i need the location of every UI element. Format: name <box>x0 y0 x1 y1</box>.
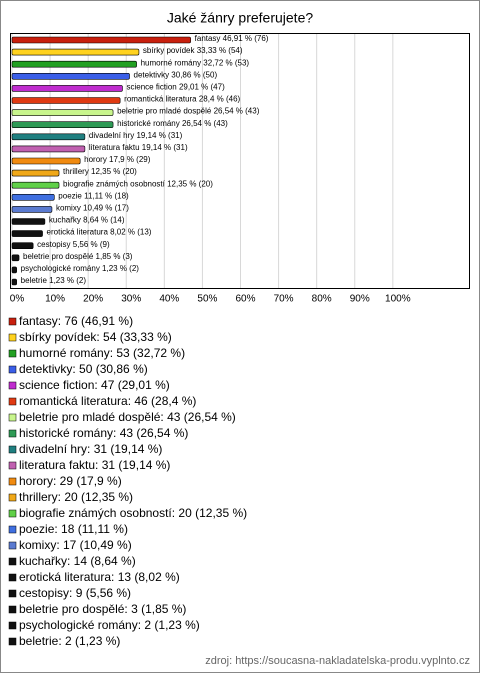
data-label: beletrie pro mladé dospělé 26,54 % (43) <box>117 107 260 116</box>
data-label: psychologické romány 1,23 % (2) <box>21 264 140 273</box>
x-tick-label: 50% <box>197 294 217 305</box>
bar <box>11 194 55 201</box>
chart-title: Jaké žánry preferujete? <box>167 10 314 26</box>
legend-label: cestopisy: 9 (5,56 %) <box>19 586 131 600</box>
legend-swatch <box>8 333 17 342</box>
legend-swatch <box>8 621 17 630</box>
bar <box>11 48 140 56</box>
legend-swatch <box>8 365 17 374</box>
bar <box>11 230 43 237</box>
legend-swatch <box>8 493 17 502</box>
bar <box>11 278 17 286</box>
legend-label: science fiction: 47 (29,01 %) <box>19 378 170 392</box>
legend-label: thrillery: 20 (12,35 %) <box>19 490 133 504</box>
legend-label: psychologické romány: 2 (1,23 %) <box>19 618 200 632</box>
data-label: humorné romány 32,72 % (53) <box>141 58 250 67</box>
bar <box>11 121 114 128</box>
data-label: poezie 11,11 % (18) <box>58 191 129 200</box>
bar <box>11 266 17 274</box>
x-tick-label: 80% <box>312 294 332 305</box>
legend-label: literatura faktu: 31 (19,14 %) <box>19 458 170 472</box>
bar <box>11 242 34 249</box>
legend-swatch <box>8 429 17 438</box>
data-label: erotická literatura 8,02 % (13) <box>47 228 152 237</box>
data-label: horory 17,9 % (29) <box>84 155 151 164</box>
legend-swatch <box>8 461 17 470</box>
legend-label: beletrie pro dospělé: 3 (1,85 %) <box>19 602 186 616</box>
x-tick-label: 0% <box>10 294 25 305</box>
legend-swatch <box>8 541 17 550</box>
x-tick-label: 30% <box>121 294 141 305</box>
legend-label: komixy: 17 (10,49 %) <box>19 538 132 552</box>
bar <box>11 218 46 225</box>
source: zdroj: https://soucasna-nakladatelska-pr… <box>205 655 470 667</box>
bar <box>11 133 86 141</box>
legend-label: romantická literatura: 46 (28,4 %) <box>19 394 196 408</box>
legend-swatch <box>8 605 17 614</box>
legend-label: humorné romány: 53 (32,72 %) <box>19 346 185 360</box>
bar <box>11 97 121 104</box>
bar <box>11 85 123 92</box>
x-tick-label: 100% <box>385 294 411 305</box>
x-tick-label: 60% <box>235 294 255 305</box>
data-label: kuchařky 8,64 % (14) <box>49 216 125 225</box>
bar <box>11 109 114 116</box>
legend-label: sbírky povídek: 54 (33,33 %) <box>19 330 172 344</box>
x-tick-label: 40% <box>159 294 179 305</box>
data-label: cestopisy 5,56 % (9) <box>37 240 110 249</box>
legend-swatch <box>8 397 17 406</box>
legend-swatch <box>8 573 17 582</box>
bar <box>11 36 191 44</box>
legend-label: historické romány: 43 (26,54 %) <box>19 426 188 440</box>
bar <box>11 181 60 189</box>
legend-swatch <box>8 317 17 326</box>
bar <box>11 60 137 68</box>
legend-label: poezie: 18 (11,11 %) <box>19 522 128 536</box>
bar <box>11 206 53 213</box>
data-label: thrillery 12,35 % (20) <box>63 167 137 176</box>
bar <box>11 157 81 165</box>
legend-label: divadelní hry: 31 (19,14 %) <box>19 442 162 456</box>
data-label: historické romány 26,54 % (43) <box>117 119 228 128</box>
legend-swatch <box>8 477 17 486</box>
data-label: divadelní hry 19,14 % (31) <box>89 131 183 140</box>
data-label: sbírky povídek 33,33 % (54) <box>143 46 243 55</box>
legend-swatch <box>8 445 17 454</box>
data-label: fantasy 46,91 % (76) <box>195 34 269 43</box>
data-label: komixy 10,49 % (17) <box>56 204 129 213</box>
legend-swatch <box>8 637 17 646</box>
data-label: beletrie 1,23 % (2) <box>21 276 87 285</box>
x-tick-label: 20% <box>83 294 103 305</box>
legend-swatch <box>8 589 17 598</box>
data-label: beletrie pro dospělé 1,85 % (3) <box>23 252 133 261</box>
legend-label: beletrie pro mladé dospělé: 43 (26,54 %) <box>19 410 236 424</box>
data-label: detektivky 30,86 % (50) <box>134 70 218 79</box>
bar <box>11 169 60 177</box>
legend-swatch <box>8 557 17 566</box>
data-label: biografie známých osobností 12,35 % (20) <box>63 179 213 188</box>
data-label: romantická literatura 28,4 % (46) <box>124 95 240 104</box>
legend-label: fantasy: 76 (46,91 %) <box>19 314 133 328</box>
legend-swatch <box>8 525 17 534</box>
bar <box>11 145 86 153</box>
bar <box>11 73 130 80</box>
data-label: science fiction 29,01 % (47) <box>126 83 225 92</box>
legend-swatch <box>8 381 17 390</box>
legend-label: kuchařky: 14 (8,64 %) <box>19 554 136 568</box>
legend-label: biografie známých osobností: 20 (12,35 %… <box>19 506 247 520</box>
bar <box>11 254 20 262</box>
x-tick-label: 90% <box>350 294 370 305</box>
legend-label: erotická literatura: 13 (8,02 %) <box>19 570 180 584</box>
legend-swatch <box>8 509 17 518</box>
legend-label: horory: 29 (17,9 %) <box>19 474 122 488</box>
data-label: literatura faktu 19,14 % (31) <box>89 143 188 152</box>
legend-swatch <box>8 349 17 358</box>
x-tick-label: 10% <box>45 294 65 305</box>
x-tick-label: 70% <box>274 294 294 305</box>
legend-swatch <box>8 413 17 422</box>
legend-label: beletrie: 2 (1,23 %) <box>19 634 120 648</box>
legend-label: detektivky: 50 (30,86 %) <box>19 362 148 376</box>
